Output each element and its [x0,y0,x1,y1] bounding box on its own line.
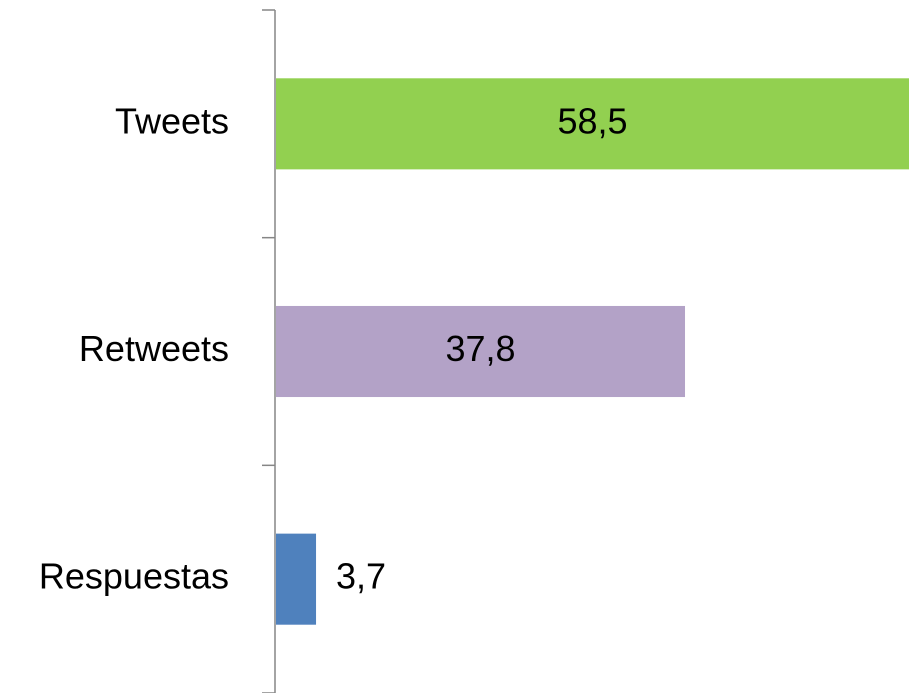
bar [276,305,686,398]
y-tick-label: Retweets [79,328,229,369]
bar [276,533,317,625]
data-label: 37,8 [445,328,515,369]
data-label: 58,5 [557,100,627,141]
bar [276,78,909,170]
data-label: 3,7 [336,556,386,597]
y-tick-label: Respuestas [39,556,229,597]
y-tick-label: Tweets [115,100,229,141]
